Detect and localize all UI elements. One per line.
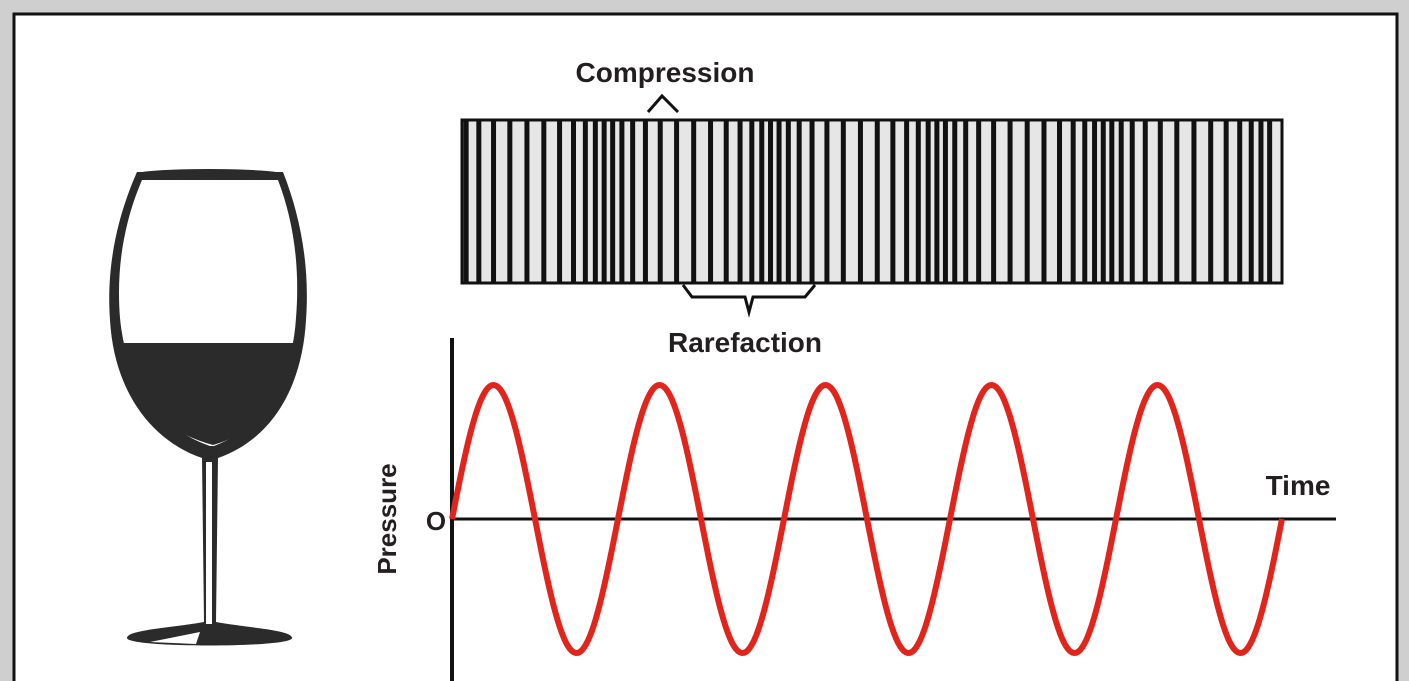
compression-line [858, 121, 863, 282]
diagram: Compression Rarefaction Pressure O Time [0, 0, 1409, 681]
compression-line [1057, 121, 1062, 282]
compression-line [476, 121, 481, 282]
compression-label: Compression [576, 57, 755, 88]
compression-line [619, 121, 624, 282]
compression-line [824, 121, 829, 282]
compression-line [1041, 121, 1046, 282]
compression-line [963, 121, 968, 282]
compression-line [1101, 121, 1106, 282]
compression-line [1109, 121, 1114, 282]
compression-line [991, 121, 996, 282]
compression-line [1025, 121, 1030, 282]
compression-line [916, 121, 921, 282]
compression-line [1224, 121, 1229, 282]
compression-line [759, 121, 764, 282]
origin-label: O [426, 506, 446, 536]
compression-line [1208, 121, 1213, 282]
compression-line [1082, 121, 1087, 282]
compression-line [1119, 121, 1124, 282]
compression-line [797, 121, 802, 282]
compression-line [1008, 121, 1013, 282]
compression-line [738, 121, 743, 282]
compression-line [724, 121, 729, 282]
compression-line [810, 121, 815, 282]
compression-line [841, 121, 846, 282]
compression-line [602, 121, 607, 282]
compression-line [1143, 121, 1148, 282]
compression-line [890, 121, 895, 282]
compression-line [708, 121, 713, 282]
time-label: Time [1266, 470, 1331, 501]
compression-line [1092, 121, 1097, 282]
compression-line [557, 121, 562, 282]
pressure-label: Pressure [372, 463, 402, 574]
compression-line [491, 121, 496, 282]
compression-line [768, 121, 773, 282]
compression-line [610, 121, 615, 282]
compression-line [541, 121, 546, 282]
compression-line [786, 121, 791, 282]
compression-line [1174, 121, 1179, 282]
compression-line [875, 121, 880, 282]
compression-line [934, 121, 939, 282]
compression-line [1071, 121, 1076, 282]
compression-line [1249, 121, 1254, 282]
compression-line [926, 121, 931, 282]
compression-line [943, 121, 948, 282]
compression-line [1258, 121, 1263, 282]
compression-line [1237, 121, 1242, 282]
page: Compression Rarefaction Pressure O Time … [0, 0, 1409, 681]
compression-line [904, 121, 909, 282]
compression-line [1158, 121, 1163, 282]
compression-line [777, 121, 782, 282]
compression-line [507, 121, 512, 282]
compression-line [583, 121, 588, 282]
rarefaction-label: Rarefaction [668, 327, 822, 358]
compression-line [658, 121, 663, 282]
compression-line [1191, 121, 1196, 282]
compression-line [952, 121, 957, 282]
compression-line [524, 121, 529, 282]
compression-line [674, 121, 679, 282]
compression-line [464, 121, 469, 282]
compression-line [643, 121, 648, 282]
compression-line [749, 121, 754, 282]
compression-line [976, 121, 981, 282]
compression-line [691, 121, 696, 282]
compression-line [571, 121, 576, 282]
compression-line [593, 121, 598, 282]
compression-line [1130, 121, 1135, 282]
compression-line [630, 121, 635, 282]
compression-line [1267, 121, 1272, 282]
